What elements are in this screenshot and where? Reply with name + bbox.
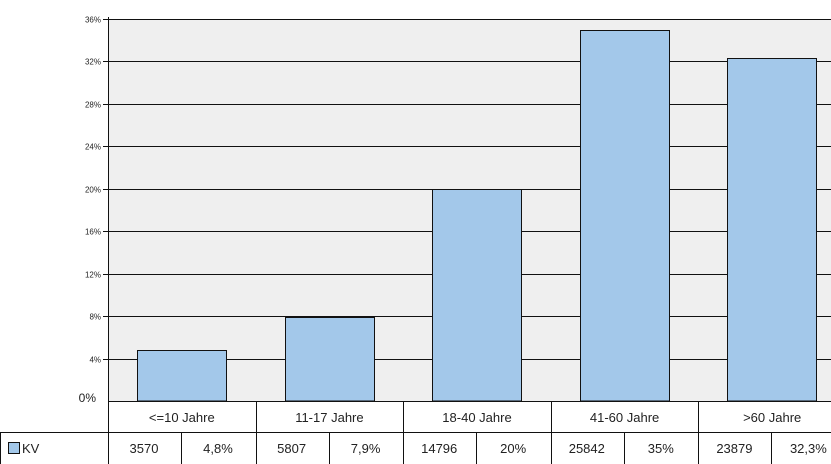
y-axis: 4% 8% 12% 16% 20% 24% 28% 32% 36% 0%: [79, 16, 109, 464]
percent-cell: 4,8%: [203, 441, 233, 456]
percent-cell: 20%: [500, 441, 526, 456]
bar: [727, 58, 817, 402]
percent-cell: 32,3%: [790, 441, 827, 456]
y-tick-label: 16%: [85, 228, 101, 237]
y-tick-label: 36%: [85, 16, 101, 25]
category-label: 18-40 Jahre: [442, 410, 511, 425]
category-label: <=10 Jahre: [149, 410, 215, 425]
y-tick-label: 32%: [85, 58, 101, 67]
count-cell: 14796: [421, 441, 457, 456]
percent-cell: 7,9%: [351, 441, 381, 456]
percent-cell: 35%: [648, 441, 674, 456]
count-cell: 3570: [130, 441, 159, 456]
legend-label: KV: [22, 441, 40, 456]
y-tick-label: 8%: [89, 313, 101, 322]
bar: [432, 189, 522, 402]
bar: [285, 317, 375, 402]
y-tick-label: 20%: [85, 186, 101, 195]
bar: [580, 30, 670, 402]
count-cell: 23879: [716, 441, 752, 456]
category-label: 41-60 Jahre: [590, 410, 659, 425]
legend-swatch: [8, 442, 20, 454]
data-table: <=10 Jahre 3570 4,8% 11-17 Jahre 5807 7,9% 18-…: [0, 401, 831, 464]
category-label: 11-17 Jahre: [295, 410, 363, 425]
y-tick-label: 12%: [85, 271, 101, 280]
bars: [137, 30, 817, 402]
bar: [137, 350, 227, 402]
y-tick-label: 4%: [89, 356, 101, 365]
y-tick-label-zero: 0%: [79, 391, 97, 405]
y-tick-label: 28%: [85, 101, 101, 110]
count-cell: 5807: [277, 441, 306, 456]
y-tick-label: 24%: [85, 143, 101, 152]
category-label: >60 Jahre: [743, 410, 801, 425]
count-cell: 25842: [569, 441, 605, 456]
